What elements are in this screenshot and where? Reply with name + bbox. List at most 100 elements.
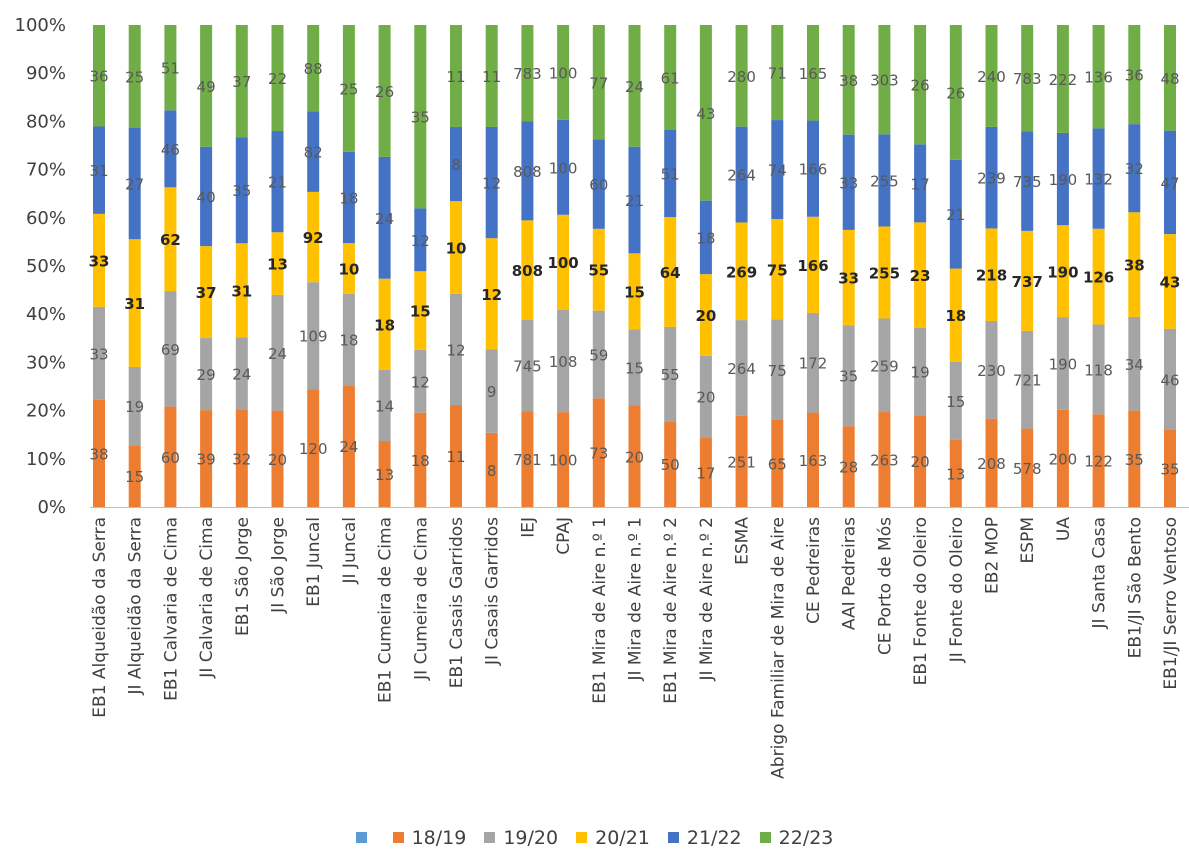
bar-segment: [699, 355, 712, 438]
data-label: 38: [89, 445, 108, 463]
bar-segment: [485, 25, 498, 127]
category-label: CE Porto de Mós: [875, 517, 895, 655]
bar-segment: [842, 134, 855, 230]
data-label: 100: [549, 64, 578, 82]
data-label: 12: [411, 232, 430, 250]
bar-segment: [807, 312, 819, 413]
category-label: JI Santa Casa: [1090, 517, 1110, 629]
data-label: 11: [446, 448, 465, 466]
data-label: 31: [124, 295, 145, 313]
bar-segment: [342, 25, 355, 152]
bar-segment: [164, 291, 177, 407]
bar-segment: [378, 441, 391, 507]
data-label: 31: [231, 282, 252, 300]
bar-segment: [342, 243, 355, 294]
bar-segment: [699, 437, 712, 507]
legend-item: 22/23: [759, 827, 833, 849]
data-label: 190: [1047, 263, 1078, 281]
category-label: JI Juncal: [340, 517, 360, 584]
bar-segment: [735, 25, 748, 127]
data-label: 55: [588, 262, 609, 280]
data-label: 34: [1125, 356, 1144, 374]
category-label: AAI Pedreiras: [840, 517, 860, 630]
data-label: 808: [513, 163, 542, 181]
bar-segment: [1056, 132, 1069, 226]
data-label: 19: [125, 398, 144, 416]
data-label: 100: [549, 452, 578, 470]
bar-segment: [1164, 328, 1176, 430]
data-label: 71: [768, 65, 787, 83]
bar-segment: [664, 421, 677, 507]
bar-segment: [1092, 228, 1105, 325]
data-label: 20: [625, 448, 644, 466]
data-label: 33: [89, 345, 108, 363]
data-label: 280: [727, 68, 756, 86]
y-tick-label: 40%: [26, 304, 66, 325]
y-tick-label: 20%: [26, 401, 66, 422]
legend-item: 19/20: [484, 827, 558, 849]
bar-segment: [200, 146, 213, 247]
data-label: 18: [374, 316, 395, 334]
chart-legend: 18/19 19/20 20/21 21/22 22/23: [0, 826, 1189, 849]
y-tick-label: 30%: [26, 352, 66, 373]
bar-segment: [1128, 410, 1141, 507]
bar-segment: [914, 144, 927, 223]
data-label: 26: [946, 84, 965, 102]
category-label: Abrigo Familiar de Mira de Aire: [768, 517, 788, 779]
bar-segment: [485, 432, 498, 507]
data-label: 23: [910, 267, 931, 285]
bar-segment: [1092, 414, 1105, 507]
data-label: 10: [338, 261, 359, 279]
bar-segment: [592, 310, 605, 399]
bar-segment: [878, 25, 891, 135]
bar-segment: [450, 293, 462, 406]
category-label: JI São Jorge: [269, 517, 289, 614]
data-label: 12: [446, 341, 465, 359]
data-label: 18: [945, 307, 966, 325]
bar-segment: [307, 191, 320, 283]
bar-segment: [878, 134, 891, 227]
data-label: 74: [768, 162, 787, 180]
bar-segment: [735, 126, 748, 223]
data-label: 60: [589, 176, 608, 194]
data-label: 20: [911, 453, 930, 471]
bar-segment: [1092, 324, 1105, 415]
bar-segment: [1021, 330, 1034, 429]
bar-segment: [1164, 234, 1176, 329]
legend-item: 18/19: [392, 827, 466, 849]
bar-segment: [807, 120, 819, 217]
bar-segment: [628, 146, 641, 254]
bar-segment: [557, 412, 570, 507]
bar-segment: [878, 226, 891, 319]
bar-segment: [807, 25, 819, 121]
bar-segment: [735, 320, 748, 416]
bar-segment: [771, 120, 784, 220]
bar-segment: [807, 216, 819, 313]
bar-segment: [1092, 128, 1105, 229]
category-label: EB1 Casais Garridos: [447, 517, 467, 688]
data-label: 18: [339, 332, 358, 350]
data-label: 46: [1160, 371, 1179, 389]
legend-swatch: [355, 832, 367, 843]
data-label: 120: [299, 440, 328, 458]
bar-segment: [842, 325, 855, 427]
bar-segment: [628, 329, 641, 406]
bar-segment: [235, 243, 248, 338]
bar-segment: [1021, 230, 1034, 331]
bar-segment: [1164, 25, 1176, 131]
bar-segment: [842, 25, 855, 135]
data-label: 21: [268, 174, 287, 192]
bar-segment: [307, 389, 320, 507]
bar-segment: [949, 25, 962, 160]
data-label: 303: [870, 72, 899, 90]
data-label: 230: [977, 362, 1006, 380]
bar-segment: [557, 25, 570, 120]
bar-segment: [1128, 316, 1141, 411]
bar-segment: [307, 111, 320, 192]
category-label: JI Alqueidão da Serra: [126, 517, 146, 696]
data-label: 126: [1083, 269, 1114, 287]
data-label: 208: [977, 455, 1006, 473]
bar-segment: [414, 271, 427, 350]
data-label: 37: [196, 284, 217, 302]
data-label: 24: [339, 438, 358, 456]
